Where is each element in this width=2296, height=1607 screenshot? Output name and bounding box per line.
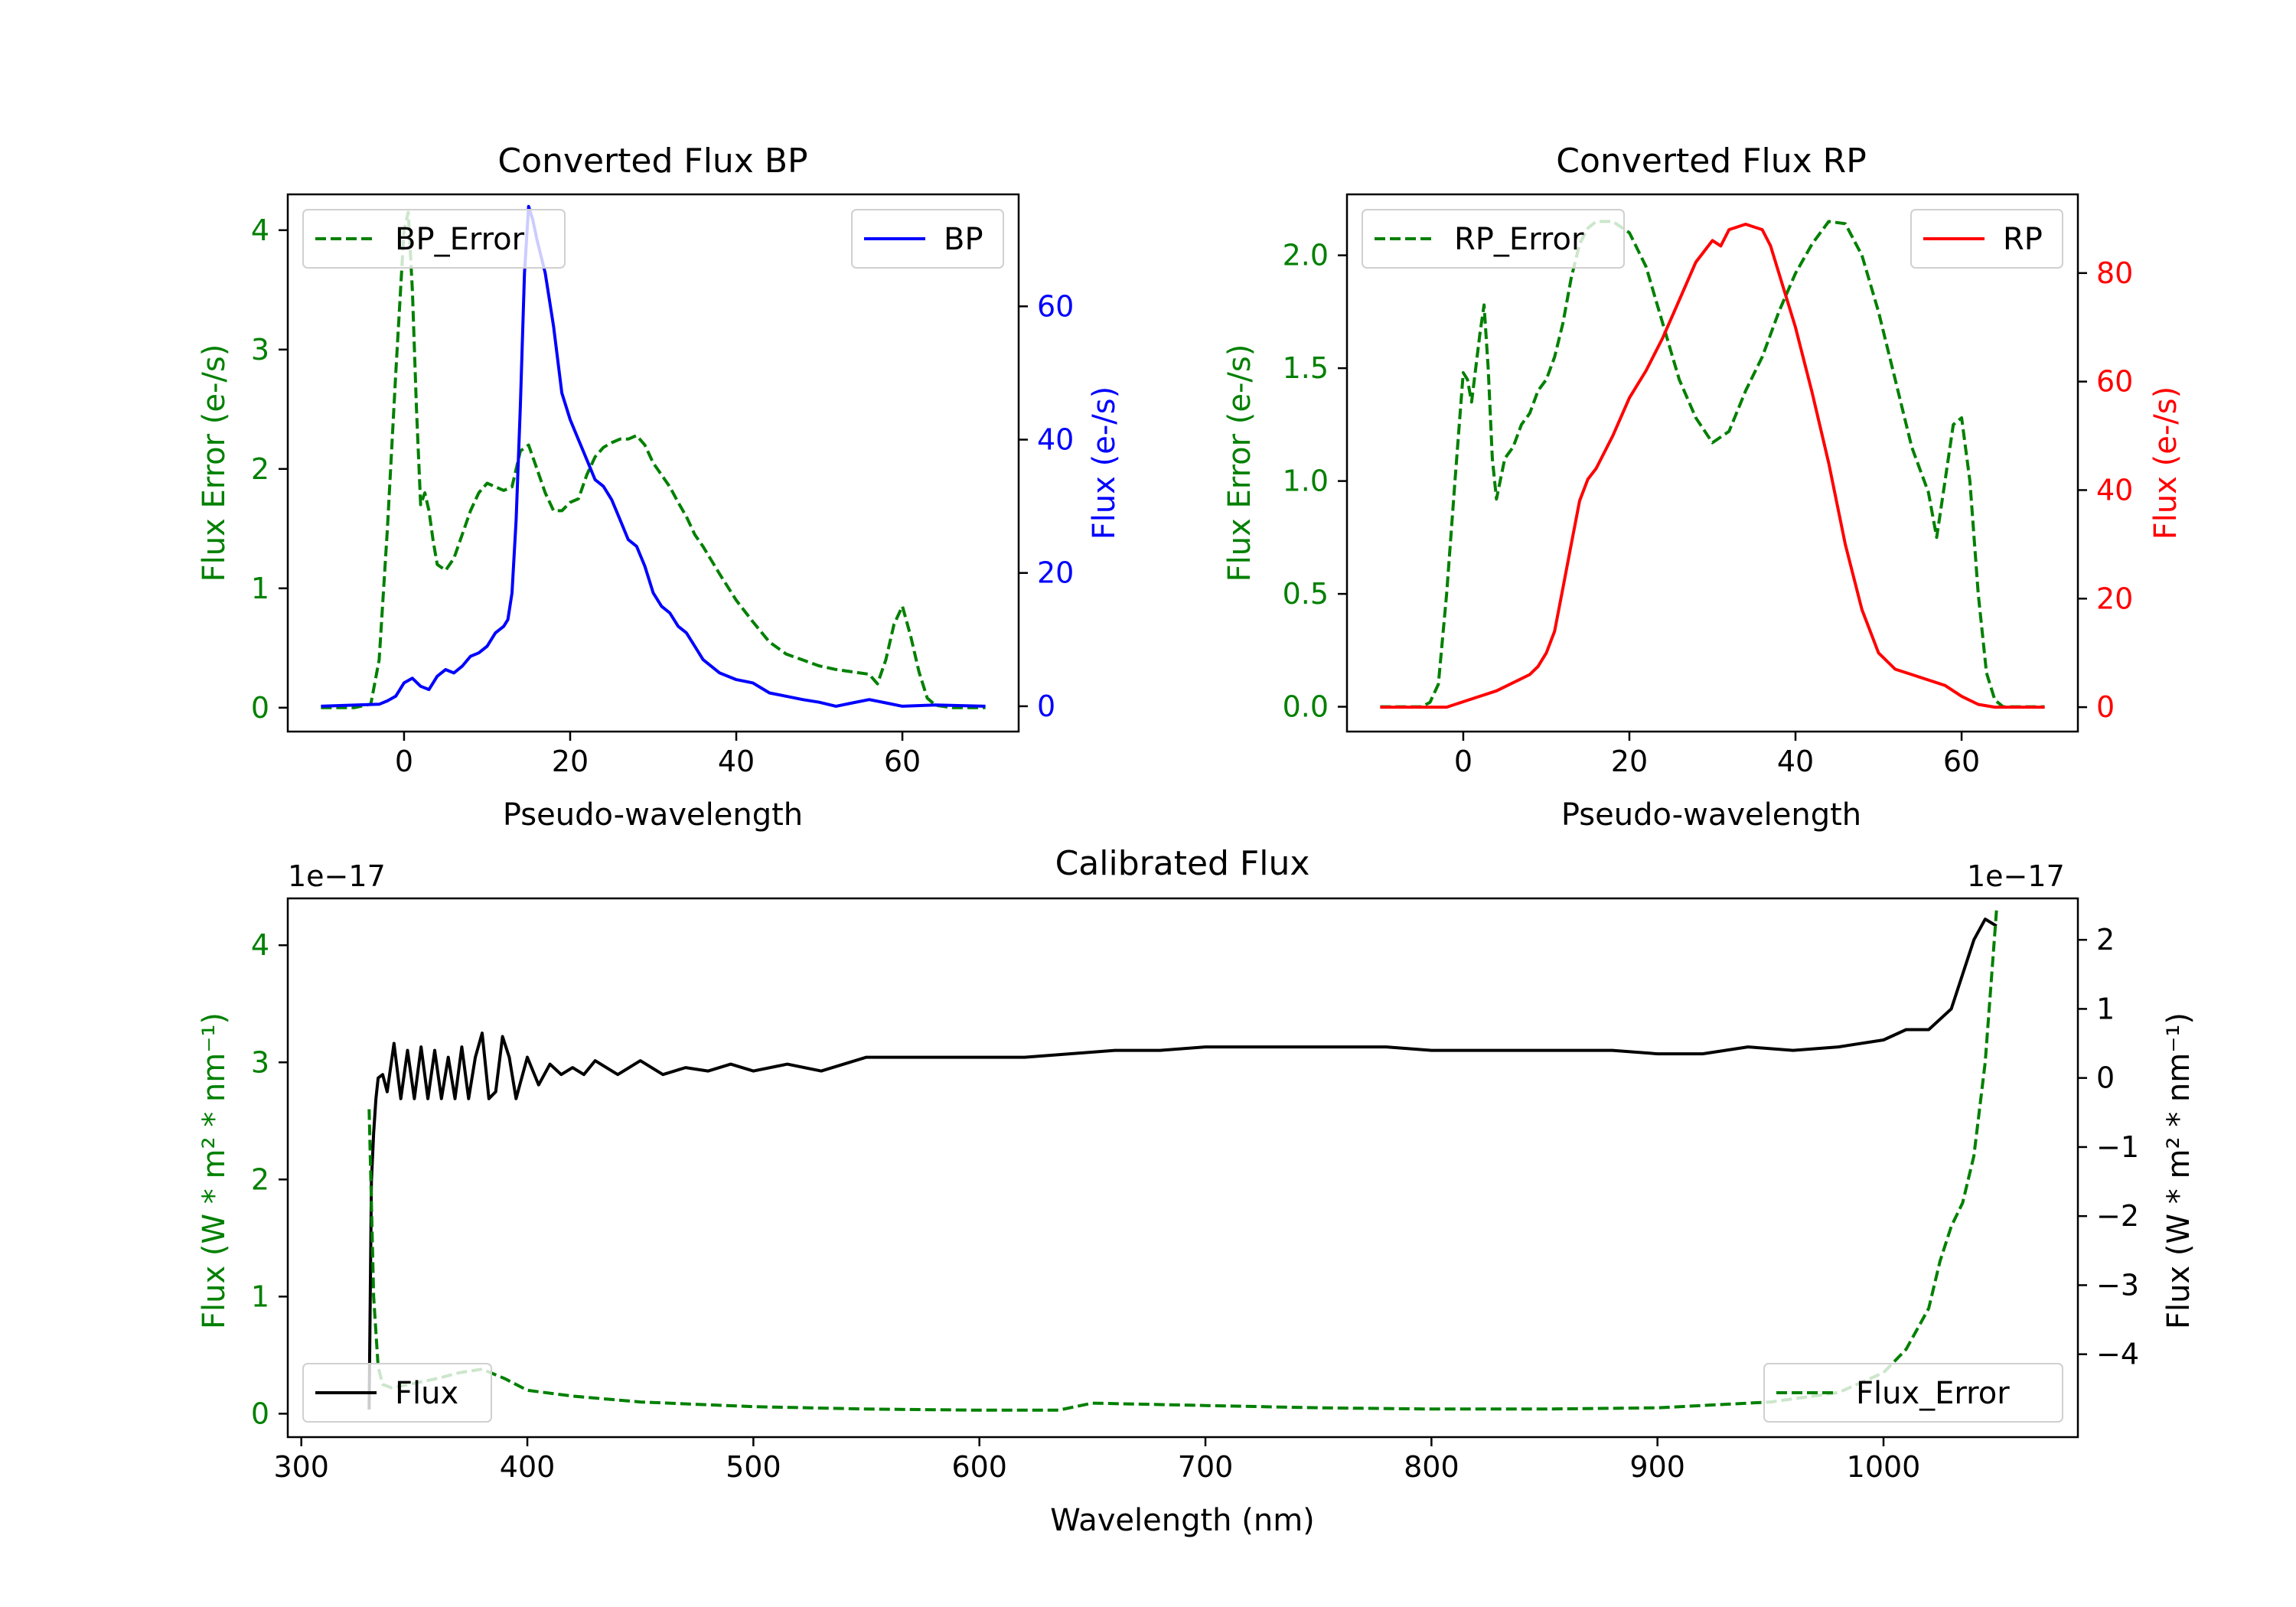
bp-right-tick-label: 20 xyxy=(1037,556,1074,590)
rp-right-axis-label: Flux (e-/s) xyxy=(2148,386,2183,539)
cal-plot-frame xyxy=(286,897,2079,1439)
bp-x-tick-label: 20 xyxy=(552,745,589,778)
bp-right-axis-label: Flux (e-/s) xyxy=(1087,386,1122,539)
cal-chart-title: Calibrated Flux xyxy=(1055,844,1310,883)
rp-x-tick-label: 0 xyxy=(1454,745,1473,778)
cal-x-tick-label: 1000 xyxy=(1847,1450,1921,1484)
rp-right-tick-label: 60 xyxy=(2096,365,2133,399)
rp-legend-rp-error: RP_Error xyxy=(1362,209,1625,269)
cal-legend-box xyxy=(1763,1363,2063,1423)
cal-legend-label: Flux_Error xyxy=(1856,1376,2010,1411)
rp-left-tick-label: 0.5 xyxy=(1283,577,1329,611)
rp-legend-label: RP_Error xyxy=(1454,222,1584,257)
bp-right-tick-label: 60 xyxy=(1037,289,1074,323)
bp-x-tick-label: 60 xyxy=(884,745,921,778)
rp-x-tick-label: 60 xyxy=(1943,745,1980,778)
cal-x-tick-label: 300 xyxy=(273,1450,329,1484)
cal-left-tick-label: 3 xyxy=(251,1045,269,1079)
cal-right-offset-text: 1e−17 xyxy=(1967,859,2065,893)
cal-x-tick-label: 800 xyxy=(1404,1450,1459,1484)
cal-left-axis-label: Flux (W * m² * nm⁻¹) xyxy=(197,1012,232,1329)
bp-right-tick-label: 40 xyxy=(1037,423,1074,457)
rp-left-tick-label: 0.0 xyxy=(1283,690,1329,724)
bp-left-tick-label: 4 xyxy=(251,214,269,247)
cal-x-tick-label: 700 xyxy=(1178,1450,1234,1484)
bp-left-tick-label: 2 xyxy=(251,452,269,486)
bp-legend-label: BP xyxy=(944,222,983,257)
rp-plot-frame xyxy=(1345,193,2079,733)
bp-x-tick-label: 0 xyxy=(395,745,413,778)
cal-legend-box xyxy=(302,1363,492,1423)
cal-series-flux-line xyxy=(367,918,1998,1410)
rp-left-tick-label: 1.5 xyxy=(1283,351,1329,385)
cal-legend-flux-error: Flux_Error xyxy=(1763,1363,2063,1423)
rp-chart-title: Converted Flux RP xyxy=(1556,142,1867,181)
cal-series-flux-error-line xyxy=(367,910,1998,1412)
bp-plot-frame xyxy=(286,193,1020,733)
bp-legend-bp-error: BP_Error xyxy=(302,209,566,269)
cal-x-tick-label: 400 xyxy=(500,1450,556,1484)
bp-series-bp-line xyxy=(321,204,986,708)
bp-series-bp-error-line xyxy=(321,210,986,709)
rp-series-rp-line xyxy=(1380,223,2045,709)
rp-left-tick-label: 1.0 xyxy=(1283,464,1329,498)
cal-left-tick-label: 2 xyxy=(251,1162,269,1196)
rp-right-tick-label: 40 xyxy=(2096,473,2133,507)
bp-left-tick-label: 1 xyxy=(251,572,269,605)
cal-legend-label: Flux xyxy=(395,1376,458,1411)
cal-right-tick-label: 2 xyxy=(2096,923,2115,957)
cal-right-tick-label: 0 xyxy=(2096,1061,2115,1095)
bp-left-tick-label: 3 xyxy=(251,333,269,367)
cal-right-tick-label: −1 xyxy=(2096,1130,2139,1164)
bp-legend-label: BP_Error xyxy=(395,222,525,257)
rp-x-tick-label: 40 xyxy=(1777,745,1814,778)
cal-x-axis-label: Wavelength (nm) xyxy=(1050,1503,1315,1538)
bp-chart: Converted Flux BP Pseudo-wavelength Flux… xyxy=(197,142,1122,833)
bp-right-tick-label: 0 xyxy=(1037,689,1055,723)
cal-right-tick-label: −3 xyxy=(2096,1268,2139,1302)
cal-right-tick-label: −4 xyxy=(2096,1338,2139,1371)
rp-legend-box xyxy=(1362,209,1625,269)
cal-right-tick-label: −2 xyxy=(2096,1199,2139,1233)
cal-right-axis-label: Flux (W * m² * nm⁻¹) xyxy=(2161,1012,2197,1329)
bp-legend-box xyxy=(302,209,566,269)
rp-legend-label: RP xyxy=(2003,222,2043,257)
calibrated-chart: Calibrated Flux Wavelength (nm) Flux (W … xyxy=(197,844,2197,1538)
cal-legend-flux: Flux xyxy=(302,1363,492,1423)
bp-left-axis-label: Flux Error (e-/s) xyxy=(197,344,232,582)
cal-left-offset-text: 1e−17 xyxy=(288,859,386,893)
cal-x-tick-label: 500 xyxy=(726,1450,781,1484)
cal-x-tick-label: 900 xyxy=(1629,1450,1685,1484)
rp-legend-box xyxy=(1910,209,2063,269)
bp-legend-bp: BP xyxy=(851,209,1004,269)
rp-legend-rp: RP xyxy=(1910,209,2063,269)
rp-right-tick-label: 0 xyxy=(2096,690,2115,724)
rp-right-tick-label: 20 xyxy=(2096,582,2133,615)
bp-left-tick-label: 0 xyxy=(251,691,269,725)
bp-legend-box xyxy=(851,209,1004,269)
cal-right-tick-label: 1 xyxy=(2096,992,2115,1025)
rp-left-tick-label: 2.0 xyxy=(1283,239,1329,272)
cal-left-tick-label: 1 xyxy=(251,1279,269,1313)
rp-x-axis-label: Pseudo-wavelength xyxy=(1561,797,1861,833)
rp-right-tick-label: 80 xyxy=(2096,256,2133,290)
cal-left-tick-label: 4 xyxy=(251,928,269,962)
bp-x-tick-label: 40 xyxy=(718,745,755,778)
bp-x-axis-label: Pseudo-wavelength xyxy=(503,797,803,833)
cal-x-tick-label: 600 xyxy=(951,1450,1007,1484)
rp-x-tick-label: 20 xyxy=(1611,745,1648,778)
rp-chart: Converted Flux RP Pseudo-wavelength Flux… xyxy=(1222,142,2183,833)
rp-series-rp-error-line xyxy=(1380,220,2045,709)
bp-chart-title: Converted Flux BP xyxy=(497,142,807,181)
cal-left-tick-label: 0 xyxy=(251,1397,269,1430)
rp-left-axis-label: Flux Error (e-/s) xyxy=(1222,344,1257,582)
